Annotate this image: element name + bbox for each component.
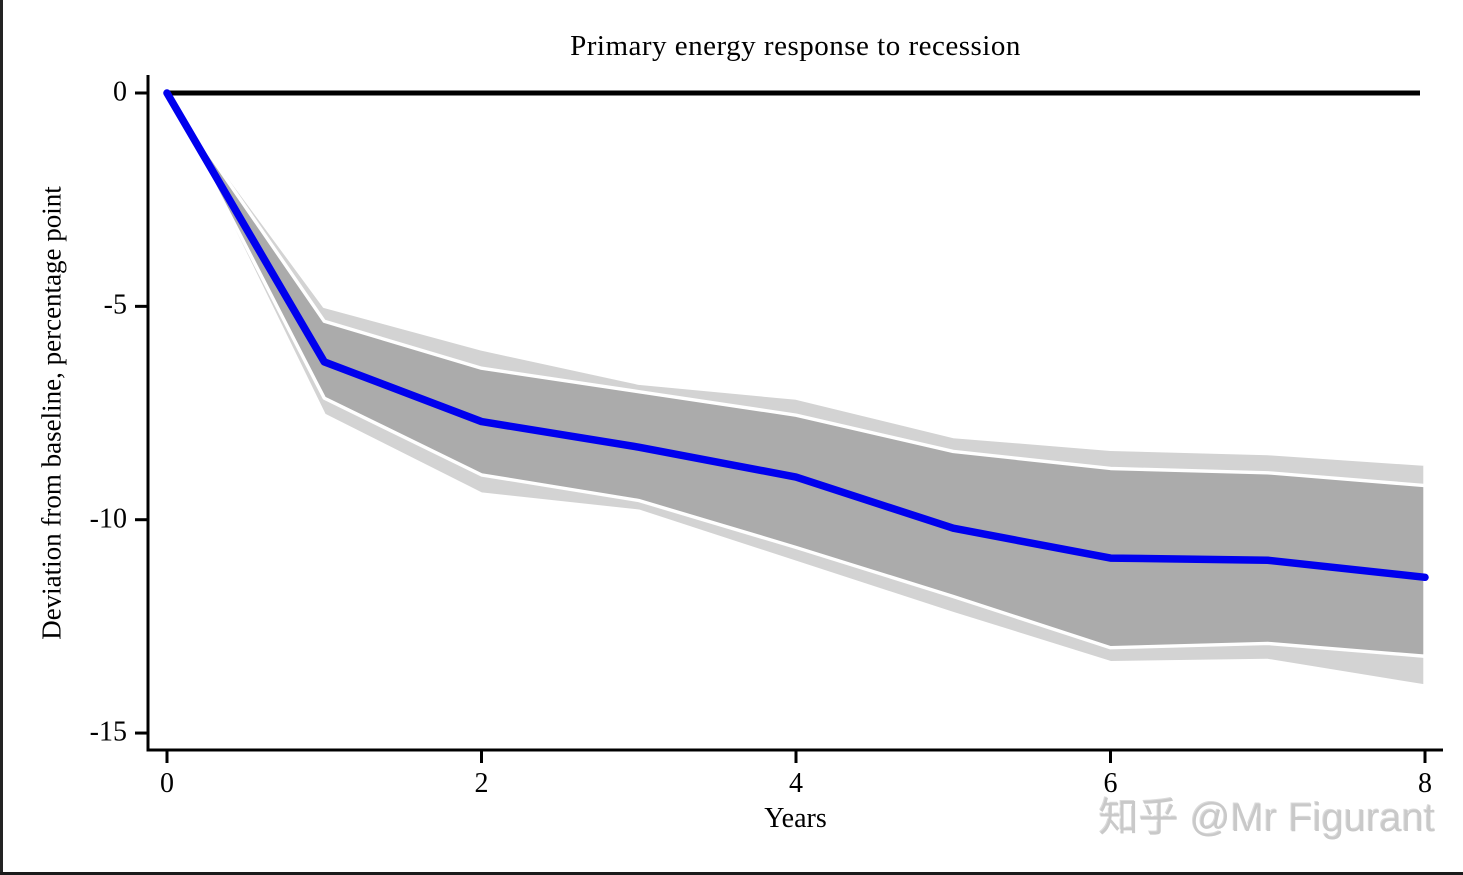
point-estimate-line <box>163 89 1429 582</box>
y-axis-title: Deviation from baseline, percentage poin… <box>36 186 67 640</box>
x-tick-label: 0 <box>160 768 174 799</box>
bottom-border <box>0 872 1463 875</box>
y-tick-label: -15 <box>89 716 127 748</box>
left-border <box>0 0 3 875</box>
x-tick-label: 2 <box>474 768 489 799</box>
inner-confidence-band <box>165 91 1427 658</box>
x-tick-label: 4 <box>789 768 803 799</box>
y-tick-label: 0 <box>113 76 127 108</box>
x-tick-label: 6 <box>1103 768 1118 799</box>
chart-title: Primary energy response to recession <box>570 30 1021 62</box>
y-tick-label: -5 <box>103 289 127 321</box>
watermark-text: 知乎 @Mr Figurant <box>1098 796 1435 840</box>
x-axis-title: Years <box>764 803 827 834</box>
x-tick-label: 8 <box>1418 768 1432 799</box>
y-tick-label: -10 <box>89 503 127 535</box>
